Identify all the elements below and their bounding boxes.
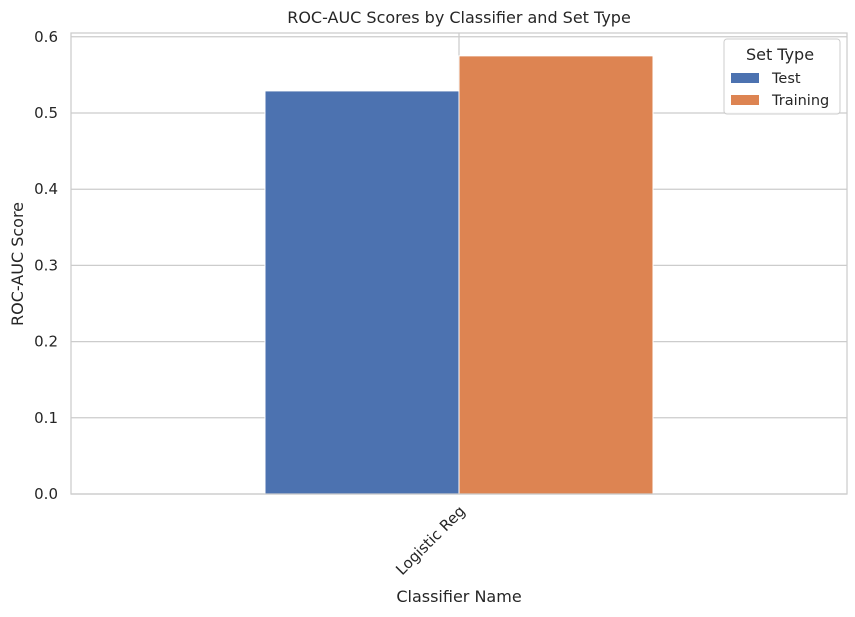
bar-training <box>458 55 654 495</box>
legend-label-test: Test <box>771 71 801 87</box>
legend: Set Type Test Training <box>723 38 841 115</box>
y-tick-label: 0.6 <box>34 28 58 46</box>
legend-swatch-test <box>731 73 759 83</box>
y-tick-label: 0.0 <box>34 485 58 503</box>
x-axis-label: Classifier Name <box>396 587 521 606</box>
y-tick-labels: 0.0 0.1 0.2 0.3 0.4 0.5 0.6 <box>34 28 58 503</box>
y-tick-label: 0.1 <box>34 409 58 427</box>
y-tick-label: 0.3 <box>34 256 58 274</box>
y-tick-label: 0.4 <box>34 180 58 198</box>
legend-label-training: Training <box>771 93 829 109</box>
bars <box>264 55 654 495</box>
y-tick-label: 0.5 <box>34 104 58 122</box>
y-axis-label: ROC-AUC Score <box>8 202 27 326</box>
plot-frame <box>70 32 848 495</box>
bar-test <box>264 90 460 495</box>
legend-title: Set Type <box>746 45 814 64</box>
plot-border <box>70 32 848 495</box>
y-tick-label: 0.2 <box>34 333 58 351</box>
chart-title: ROC-AUC Scores by Classifier and Set Typ… <box>287 8 631 27</box>
legend-swatch-training <box>731 95 759 105</box>
